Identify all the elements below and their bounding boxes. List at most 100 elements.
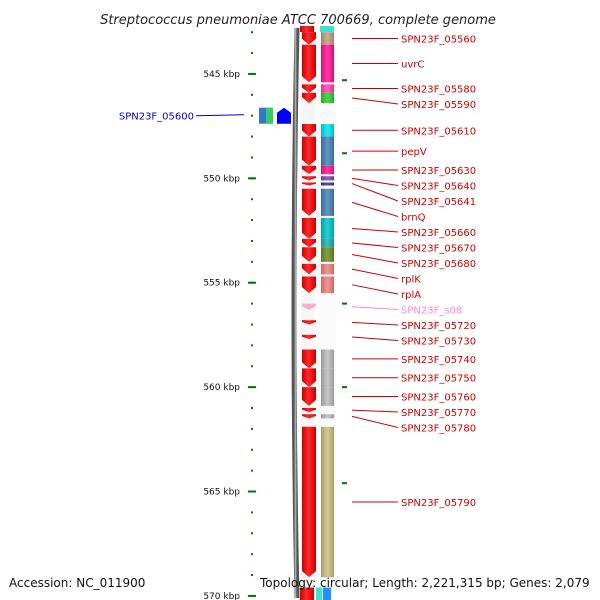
gene-label: SPN23F_05790 <box>401 498 476 509</box>
label-leader <box>351 227 399 233</box>
gene-arrow <box>302 182 316 186</box>
minor-tick <box>251 574 253 577</box>
accession-text: Accession: NC_011900 <box>9 576 145 590</box>
cog-shade <box>321 136 334 166</box>
feature-tick <box>342 152 347 155</box>
ruler: 545 kbp 550 kbp 555 kbp 560 kbp 565 kbp 570 k… <box>203 31 347 600</box>
gene-label: SPN23F_05750 <box>401 374 476 385</box>
cog-shade <box>321 368 334 388</box>
cog-shade <box>321 414 334 419</box>
gene-arrow <box>302 44 316 83</box>
label-leader <box>351 409 399 413</box>
edge-gene-bottom <box>300 587 314 600</box>
cog-shade <box>321 276 334 294</box>
edge-cog-top <box>320 26 334 32</box>
gene-arrow <box>302 84 316 93</box>
tick-label: 570 kbp <box>203 592 240 600</box>
gene-label: SPN23F_05770 <box>401 408 476 419</box>
left-gene-cog-b <box>266 107 273 124</box>
gene-label: SPN23F_05660 <box>401 228 476 239</box>
feature-tick <box>342 386 347 389</box>
label-leader <box>351 183 399 202</box>
gene-arrow <box>302 408 316 413</box>
gene-label: SPN23F_05760 <box>401 393 476 404</box>
minor-tick <box>251 323 253 326</box>
gene-label: rplK <box>401 274 421 285</box>
gene-arrow <box>302 165 316 175</box>
left-gene-label: SPN23F_05600 <box>119 112 194 123</box>
gene-label: SPN23F_05670 <box>401 243 476 254</box>
label-leader <box>351 97 399 105</box>
label-leader <box>351 321 399 326</box>
gene-arrow <box>302 276 316 294</box>
gene-arrow <box>302 320 316 325</box>
minor-tick <box>251 469 253 472</box>
labels-layer: SPN23F_05560 uvrC SPN23F_05580 SPN23F_05590… <box>119 34 476 509</box>
gene-arrow <box>302 368 316 388</box>
cog-shade <box>321 426 334 578</box>
cog-shade <box>321 263 334 275</box>
gene-label: SPN23F_05780 <box>401 424 476 435</box>
label-leader <box>351 415 399 429</box>
genes-layer <box>259 26 334 600</box>
label-leader <box>351 254 399 264</box>
label-leader <box>351 306 399 310</box>
minor-tick <box>251 344 253 347</box>
gene-label: SPN23F_05680 <box>401 259 476 270</box>
tick-label: 565 kbp <box>203 488 240 498</box>
gene-label: brnQ <box>401 212 426 223</box>
tick-label: 550 kbp <box>203 174 240 184</box>
gene-label: SPN23F_05630 <box>401 166 476 177</box>
cog-shade <box>321 32 334 45</box>
minor-tick <box>251 302 253 305</box>
gene-arrow <box>302 92 316 104</box>
cog-shade <box>321 218 334 239</box>
gene-label: uvrC <box>401 59 424 70</box>
feature-tick <box>342 482 347 485</box>
gene-label: SPN23F_s08 <box>401 305 462 316</box>
cog-shade <box>321 44 334 83</box>
cog-shade <box>321 176 334 181</box>
minor-tick <box>251 198 253 201</box>
cog-shade <box>321 92 334 104</box>
gene-label: rplA <box>401 290 421 301</box>
gene-label: SPN23F_05641 <box>401 197 476 208</box>
gene-label: SPN23F_05610 <box>401 126 476 137</box>
label-leader <box>351 242 399 248</box>
major-tick <box>248 177 256 180</box>
edge-gene-top <box>300 26 314 32</box>
left-label-leader <box>195 114 245 117</box>
backbone <box>291 27 300 599</box>
minor-tick <box>251 114 253 117</box>
label-leader <box>351 268 399 279</box>
cog-shade <box>321 124 334 137</box>
minor-tick <box>251 93 253 96</box>
minor-tick <box>251 219 253 222</box>
gene-arrow <box>302 303 316 310</box>
label-leader <box>351 201 399 217</box>
gene-arrow <box>302 247 316 262</box>
gene-label: SPN23F_05560 <box>401 34 476 45</box>
minor-tick <box>251 156 253 159</box>
gene-label: SPN23F_05730 <box>401 336 476 347</box>
major-tick <box>248 490 256 493</box>
minor-tick <box>251 365 253 368</box>
major-tick <box>248 281 256 284</box>
gene-arrow <box>302 414 316 419</box>
cog-shade <box>321 84 334 93</box>
feature-tick <box>342 79 347 82</box>
gene-arrow <box>302 263 316 275</box>
summary-text: Topology: circular; Length: 2,221,315 bp… <box>259 576 590 590</box>
cog-shade <box>321 182 334 186</box>
feature-tick <box>342 302 347 305</box>
cog-shade <box>321 247 334 262</box>
cog-shade <box>321 238 334 248</box>
gene-arrow <box>302 176 316 181</box>
minor-tick <box>251 553 253 556</box>
minor-tick <box>251 427 253 430</box>
gene-label: SPN23F_05590 <box>401 100 476 111</box>
gene-arrow <box>302 136 316 166</box>
gene-arrow <box>302 426 316 578</box>
major-tick <box>248 594 256 597</box>
